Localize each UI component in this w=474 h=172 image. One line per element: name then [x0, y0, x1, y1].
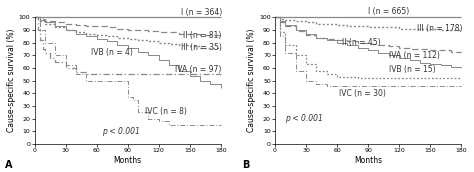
Text: IVB (n = 4): IVB (n = 4)	[91, 48, 133, 57]
Text: B: B	[242, 160, 249, 170]
Text: III (n = 178): III (n = 178)	[417, 24, 462, 33]
X-axis label: Months: Months	[354, 156, 382, 165]
Text: IVA (n = 112): IVA (n = 112)	[389, 51, 440, 60]
Y-axis label: Cause-specific survival (%): Cause-specific survival (%)	[7, 29, 16, 132]
Text: IVA (n = 97): IVA (n = 97)	[175, 65, 222, 74]
Text: p < 0.001: p < 0.001	[102, 127, 140, 136]
Text: II (n = 45): II (n = 45)	[342, 38, 381, 47]
Text: IVC (n = 8): IVC (n = 8)	[145, 107, 187, 116]
Text: II (n = 81): II (n = 81)	[183, 30, 222, 40]
Y-axis label: Cause-specific survival (%): Cause-specific survival (%)	[247, 29, 256, 132]
Text: IVC (n = 30): IVC (n = 30)	[339, 89, 386, 98]
Text: IVB (n = 15): IVB (n = 15)	[389, 65, 436, 74]
Text: I (n = 364): I (n = 364)	[181, 8, 222, 17]
X-axis label: Months: Months	[114, 156, 142, 165]
Text: I (n = 665): I (n = 665)	[368, 7, 410, 16]
Text: p < 0.001: p < 0.001	[285, 114, 323, 123]
Text: III (n = 35): III (n = 35)	[181, 43, 222, 52]
Text: A: A	[5, 160, 12, 170]
